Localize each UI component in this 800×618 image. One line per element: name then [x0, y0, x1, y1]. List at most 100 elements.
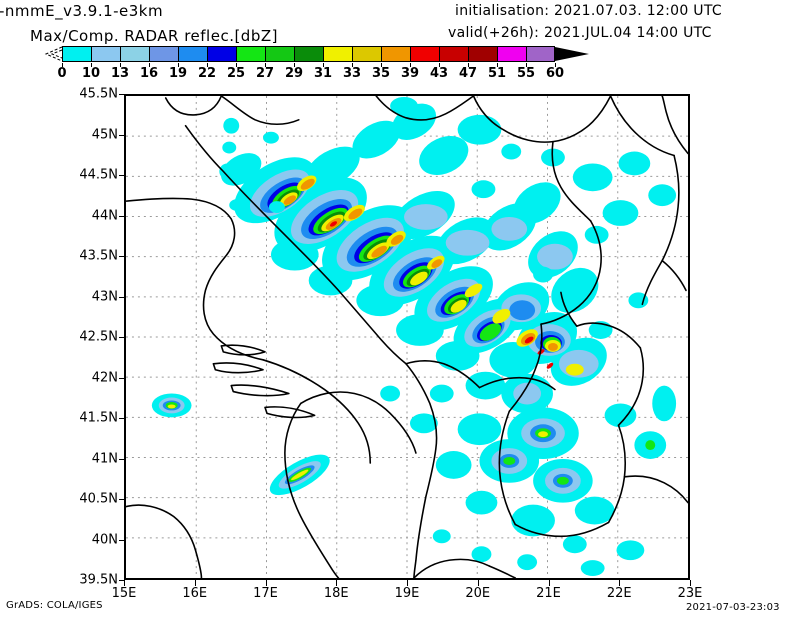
colorbar-tick-mark [555, 63, 556, 67]
colorbar-tick-label: 35 [371, 66, 391, 81]
x-axis-tick-mark [477, 580, 479, 586]
map-coastlines [126, 96, 688, 578]
colorbar-tick-label: 47 [458, 66, 478, 81]
colorbar-tick-mark [497, 63, 498, 67]
colorbar-title: Max/Comp. RADAR reflec.[dbZ] [30, 27, 278, 45]
colorbar-tick-label: 51 [487, 66, 507, 81]
y-axis-tick-label: 42N [91, 370, 118, 385]
x-axis-tick-mark [619, 580, 621, 586]
colorbar-tick-mark [439, 63, 440, 67]
x-axis-tick-mark [336, 580, 338, 586]
y-axis-tick-label: 40.5N [79, 491, 118, 507]
colorbar-tick-mark [120, 63, 121, 67]
radar-reflectivity-field [151, 96, 677, 577]
y-axis-tick-mark [119, 377, 125, 379]
y-axis-tick-label: 45N [91, 127, 118, 142]
colorbar-tick-label: 19 [168, 66, 188, 81]
colorbar-segment [468, 46, 497, 62]
x-axis-tick-mark [265, 580, 267, 586]
colorbar-tick-mark [62, 63, 63, 67]
x-axis-tick-label: 15E [111, 586, 137, 601]
colorbar-tick-label: 13 [110, 66, 130, 81]
radar-map-svg [126, 96, 688, 578]
colorbar-tick-label: 31 [313, 66, 333, 81]
y-axis-tick-label: 41N [91, 451, 118, 466]
y-axis-tick-mark [119, 215, 125, 217]
colorbar-segment [410, 46, 439, 62]
colorbar-tick-mark [178, 63, 179, 67]
colorbar-tick-mark [410, 63, 411, 67]
colorbar-segment [381, 46, 410, 62]
colorbar-tick-label: 27 [255, 66, 275, 81]
x-axis-tick-label: 16E [182, 586, 208, 601]
colorbar-tick-mark [323, 63, 324, 67]
y-axis-tick-mark [119, 134, 125, 136]
colorbar-high-extend-arrow [555, 47, 589, 61]
render-timestamp: 2021-07-03-23:03 [686, 602, 780, 613]
x-axis-tick-label: 22E [606, 586, 632, 601]
colorbar-segment [323, 46, 352, 62]
colorbar-tick-label: 55 [516, 66, 536, 81]
colorbar-segment [62, 46, 91, 62]
colorbar-segment [265, 46, 294, 62]
colorbar-tick-mark [149, 63, 150, 67]
colorbar-tick-mark [207, 63, 208, 67]
y-axis-tick-label: 41.5N [79, 410, 118, 426]
y-axis-tick-label: 40N [91, 532, 118, 547]
y-axis-tick-label: 42.5N [79, 329, 118, 345]
y-axis-tick-mark [119, 539, 125, 541]
y-axis-tick-mark [119, 337, 125, 338]
colorbar-tick-label: 10 [81, 66, 101, 81]
colorbar-tick-mark [468, 63, 469, 67]
colorbar-tick-mark [294, 63, 295, 67]
grads-credit: GrADS: COLA/IGES [6, 600, 103, 611]
x-axis-tick-label: 20E [465, 586, 491, 601]
colorbar-tick-mark [352, 63, 353, 67]
y-axis-tick-mark [119, 499, 125, 500]
x-axis-tick-label: 23E [677, 586, 703, 601]
colorbar-tick-label: 60 [545, 66, 565, 81]
y-axis-tick-mark [119, 580, 125, 581]
y-axis-tick-mark [119, 94, 125, 95]
colorbar-tick-label: 43 [429, 66, 449, 81]
y-axis-tick-label: 44N [91, 208, 118, 223]
colorbar-segment [120, 46, 149, 62]
colorbar-segment [526, 46, 555, 62]
initialisation-time: initialisation: 2021.07.03. 12:00 UTC [455, 3, 722, 19]
colorbar-tick-mark [381, 63, 382, 67]
x-axis-tick-mark [124, 580, 125, 586]
colorbar-low-extend-arrow [44, 46, 63, 62]
colorbar-strip [62, 46, 555, 62]
colorbar-tick-label: 25 [226, 66, 246, 81]
colorbar-tick-mark [526, 63, 527, 67]
y-axis-tick-label: 44.5N [79, 167, 118, 183]
y-axis-tick-mark [119, 256, 125, 257]
colorbar-segment [236, 46, 265, 62]
colorbar-segment [352, 46, 381, 62]
x-axis-tick-mark [194, 580, 196, 586]
x-axis-tick-mark [690, 580, 691, 586]
x-axis-tick-label: 21E [536, 586, 561, 601]
colorbar-tick-label: 22 [197, 66, 217, 81]
x-axis-tick-mark [548, 580, 550, 586]
colorbar-tick-label: 39 [400, 66, 420, 81]
x-axis-tick-mark [407, 580, 408, 586]
model-title: f-nmmE_v3.9.1-e3km [0, 2, 164, 20]
colorbar-segment [91, 46, 120, 62]
valid-time: valid(+26h): 2021.JUL.04 14:00 UTC [448, 25, 712, 41]
y-axis-tick-label: 43.5N [79, 248, 118, 264]
y-axis-tick-mark [119, 458, 125, 460]
colorbar-segment [207, 46, 236, 62]
y-axis-tick-mark [119, 418, 125, 419]
colorbar-tick-label: 0 [57, 66, 67, 81]
y-axis-tick-label: 45.5N [79, 86, 118, 102]
x-axis-tick-label: 19E [394, 586, 420, 601]
colorbar-segment [178, 46, 207, 62]
colorbar-tick-label: 16 [139, 66, 159, 81]
radar-map-plot[interactable] [124, 94, 690, 580]
colorbar-tick-label: 33 [342, 66, 362, 81]
colorbar-tick-mark [236, 63, 237, 67]
x-axis-tick-label: 18E [323, 586, 349, 601]
colorbar-segment [149, 46, 178, 62]
colorbar-tick-mark [265, 63, 266, 67]
